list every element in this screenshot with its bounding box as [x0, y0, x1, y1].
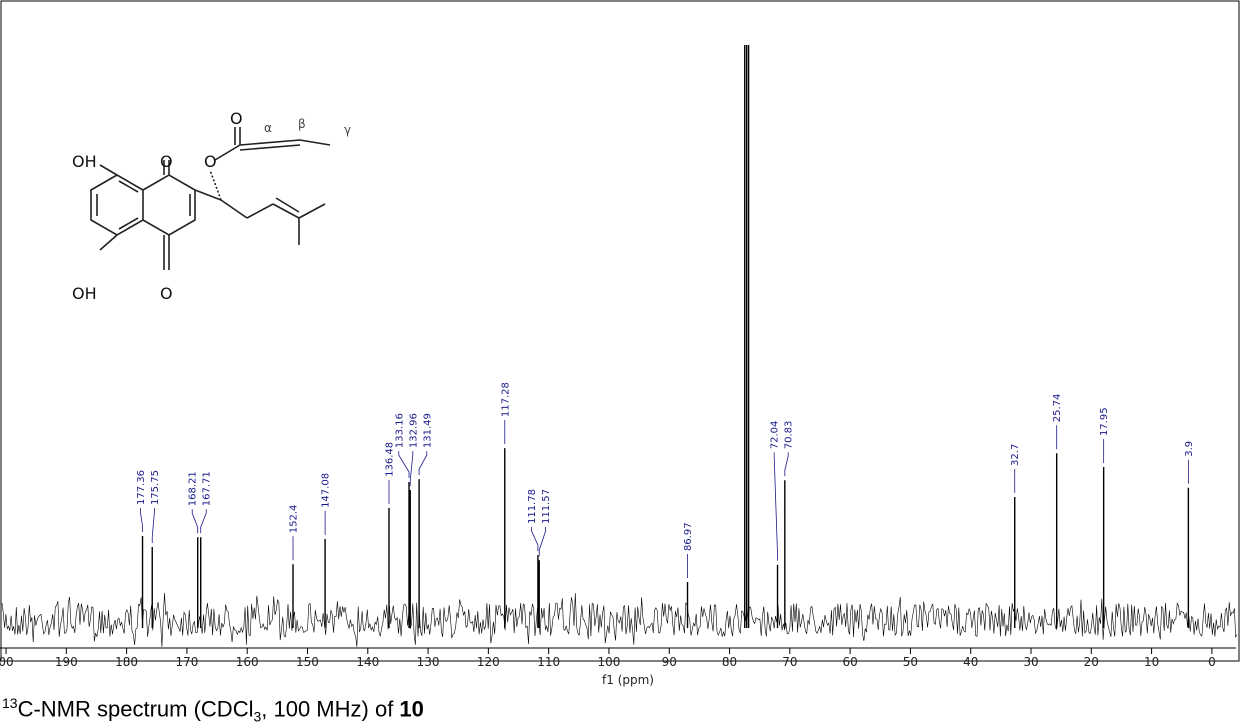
- x-tick-label: 150: [296, 655, 319, 669]
- peak-label: 117.28: [500, 382, 511, 417]
- greek-label: α: [264, 121, 272, 135]
- baseline-noise: [1, 592, 1238, 647]
- x-tick-label: 30: [1023, 655, 1038, 669]
- caption-text: C-NMR spectrum (CDCl: [17, 696, 254, 722]
- peak-label: 175.75: [150, 470, 161, 505]
- peak-label: 167.71: [202, 471, 213, 506]
- x-tick-label: 180: [115, 655, 138, 669]
- peak-label: 17.95: [1099, 407, 1110, 436]
- peak-label: 111.57: [541, 489, 552, 524]
- peak-label: 147.08: [321, 473, 332, 508]
- peak-label: 70.83: [784, 421, 795, 450]
- x-axis-label: f1 (ppm): [602, 673, 654, 687]
- label-leader: [538, 527, 546, 557]
- x-tick-label: 20: [1084, 655, 1099, 669]
- x-tick-label: 120: [477, 655, 500, 669]
- atom-label: O: [160, 152, 173, 171]
- greek-label: γ: [344, 123, 351, 137]
- label-leader: [531, 527, 539, 552]
- peak-label: 131.49: [422, 413, 433, 448]
- x-tick-label: 190: [55, 655, 78, 669]
- x-tick-label: 170: [175, 655, 198, 669]
- frame: [0, 0, 1240, 662]
- peak-label: 111.78: [527, 489, 538, 524]
- x-tick-label: 140: [356, 655, 379, 669]
- atom-label: O: [230, 109, 243, 128]
- label-leader: [409, 451, 414, 487]
- atom-label: O: [160, 284, 173, 303]
- label-leader: [151, 508, 155, 543]
- peak-label: 25.74: [1052, 394, 1063, 423]
- label-leader: [139, 508, 143, 533]
- peak-label: 132.96: [408, 413, 419, 448]
- label-leader: [773, 452, 778, 561]
- atom-label: O: [204, 152, 217, 171]
- x-tick-label: 100: [598, 655, 621, 669]
- x-tick-label: 50: [903, 655, 918, 669]
- caption-text: , 100 MHz) of: [261, 696, 400, 722]
- x-tick-label: 40: [963, 655, 978, 669]
- x-tick-label: 110: [537, 655, 560, 669]
- x-tick-label: 90: [662, 655, 677, 669]
- peak-label: 133.16: [394, 413, 405, 448]
- peak-label: 72.04: [770, 421, 781, 450]
- x-tick-label: 60: [842, 655, 857, 669]
- x-tick-label: 70: [782, 655, 797, 669]
- peak-label: 177.36: [136, 470, 147, 505]
- caption-sup: 13: [2, 695, 18, 711]
- x-tick-label: 80: [722, 655, 737, 669]
- x-tick-label: 130: [417, 655, 440, 669]
- greek-label: β: [298, 117, 306, 131]
- caption-sub: 3: [253, 708, 262, 725]
- x-tick-label: 160: [236, 655, 259, 669]
- x-tick-label: 00: [0, 655, 14, 669]
- label-leader: [191, 509, 199, 534]
- peak-label: 3.9: [1184, 441, 1195, 457]
- x-tick-label: 0: [1208, 655, 1216, 669]
- label-leader: [784, 452, 789, 477]
- peak-label: 32.7: [1010, 444, 1021, 466]
- atom-label: OH: [72, 152, 97, 171]
- peak-label: 136.48: [385, 442, 396, 477]
- caption-bold: 10: [399, 696, 424, 722]
- label-leader: [418, 451, 428, 476]
- atom-label: OH: [72, 284, 97, 303]
- peak-label: 152.4: [289, 505, 300, 534]
- x-tick-label: 10: [1144, 655, 1159, 669]
- peak-label: 168.21: [188, 471, 199, 506]
- structure: [90, 127, 331, 270]
- peak-label: 86.97: [683, 522, 694, 551]
- caption: 13C-NMR spectrum (CDCl3, 100 MHz) of 10: [2, 695, 424, 725]
- spectrum-chart: OH O O O OH O α β γ f1 (ppm) 00 190 180 170…: [0, 0, 1240, 687]
- label-leader: [398, 451, 410, 478]
- label-leader: [200, 509, 207, 534]
